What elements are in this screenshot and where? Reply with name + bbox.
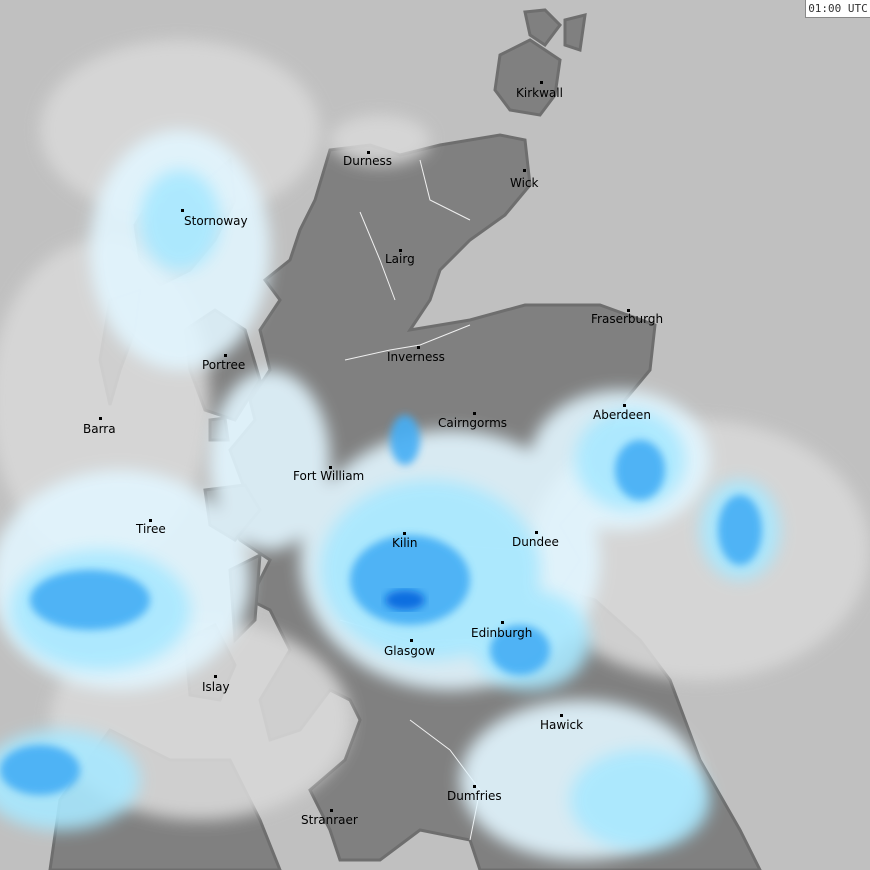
place-label: Cairngorms [438, 416, 508, 430]
place-label: Lairg [385, 252, 415, 266]
place-dot [403, 532, 406, 535]
place-label: Inverness [387, 350, 445, 364]
place-label: Hawick [540, 718, 584, 732]
place-label: Fraserburgh [591, 312, 664, 326]
place-label: Wick [510, 176, 539, 190]
place-dot [399, 249, 402, 252]
place-dot [367, 151, 370, 154]
place-dot [410, 639, 413, 642]
place-dot [329, 466, 332, 469]
place-label: Glasgow [384, 644, 436, 658]
place-dot [627, 309, 630, 312]
place-dot [535, 531, 538, 534]
place-label: Edinburgh [471, 626, 533, 640]
place-label: Islay [202, 680, 230, 694]
place-dot [417, 346, 420, 349]
place-dot [560, 714, 563, 717]
place-dot [149, 519, 152, 522]
place-dot [99, 417, 102, 420]
place-label: Portree [202, 358, 246, 372]
place-label: Barra [83, 422, 116, 436]
place-label: Kirkwall [516, 86, 563, 100]
place-label: Tiree [136, 522, 166, 536]
place-label: Fort William [293, 469, 365, 483]
place-label: Dundee [512, 535, 559, 549]
place-label: Dumfries [447, 789, 502, 803]
place-label: Durness [343, 154, 393, 168]
place-dot [330, 809, 333, 812]
place-dot [501, 621, 504, 624]
place-label: Stornoway [184, 214, 248, 228]
place-dot [214, 675, 217, 678]
place-dot [473, 412, 476, 415]
place-label: Aberdeen [593, 408, 651, 422]
place-dot [224, 354, 227, 357]
place-dot [181, 209, 184, 212]
rain-heavy [385, 590, 425, 610]
place-dot [473, 785, 476, 788]
place-label: Kilin [392, 536, 418, 550]
place-label: Stranraer [301, 813, 358, 827]
place-dot [540, 81, 543, 84]
timestamp: 01:00 UTC [805, 0, 870, 18]
place-dot [623, 404, 626, 407]
rain-moderate [0, 415, 762, 795]
place-dot [523, 169, 526, 172]
